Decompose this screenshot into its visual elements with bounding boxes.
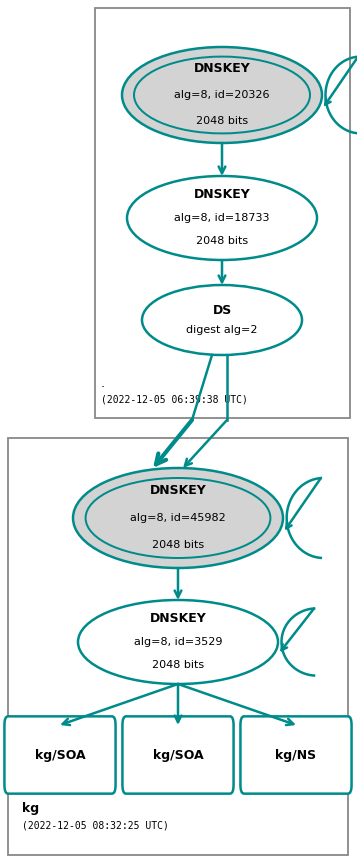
Bar <box>8 438 348 855</box>
Ellipse shape <box>78 600 278 684</box>
Text: alg=8, id=3529: alg=8, id=3529 <box>134 637 222 647</box>
Text: 2048 bits: 2048 bits <box>152 660 204 670</box>
FancyBboxPatch shape <box>4 716 116 794</box>
Text: DNSKEY: DNSKEY <box>193 189 250 202</box>
Text: kg/NS: kg/NS <box>276 748 317 761</box>
FancyBboxPatch shape <box>122 716 233 794</box>
Text: alg=8, id=20326: alg=8, id=20326 <box>174 90 270 100</box>
Text: 2048 bits: 2048 bits <box>196 117 248 126</box>
Ellipse shape <box>142 285 302 355</box>
Ellipse shape <box>86 478 270 558</box>
Text: kg/SOA: kg/SOA <box>35 748 85 761</box>
Bar <box>95 8 350 418</box>
Text: DNSKEY: DNSKEY <box>193 62 250 75</box>
Ellipse shape <box>122 47 322 143</box>
Text: digest alg=2: digest alg=2 <box>186 324 258 335</box>
Text: .: . <box>101 377 105 390</box>
Text: kg: kg <box>22 802 39 815</box>
Text: DS: DS <box>212 304 232 317</box>
Text: 2048 bits: 2048 bits <box>196 236 248 247</box>
Text: alg=8, id=45982: alg=8, id=45982 <box>130 513 226 523</box>
Text: (2022-12-05 08:32:25 UTC): (2022-12-05 08:32:25 UTC) <box>22 821 169 831</box>
Text: 2048 bits: 2048 bits <box>152 541 204 550</box>
Text: DNSKEY: DNSKEY <box>150 612 206 625</box>
FancyBboxPatch shape <box>240 716 352 794</box>
Ellipse shape <box>134 56 310 133</box>
Text: alg=8, id=18733: alg=8, id=18733 <box>174 213 270 223</box>
Text: kg/SOA: kg/SOA <box>153 748 203 761</box>
Ellipse shape <box>73 468 283 568</box>
Text: DNSKEY: DNSKEY <box>150 484 206 497</box>
Ellipse shape <box>127 176 317 260</box>
Text: (2022-12-05 06:39:38 UTC): (2022-12-05 06:39:38 UTC) <box>101 394 248 404</box>
